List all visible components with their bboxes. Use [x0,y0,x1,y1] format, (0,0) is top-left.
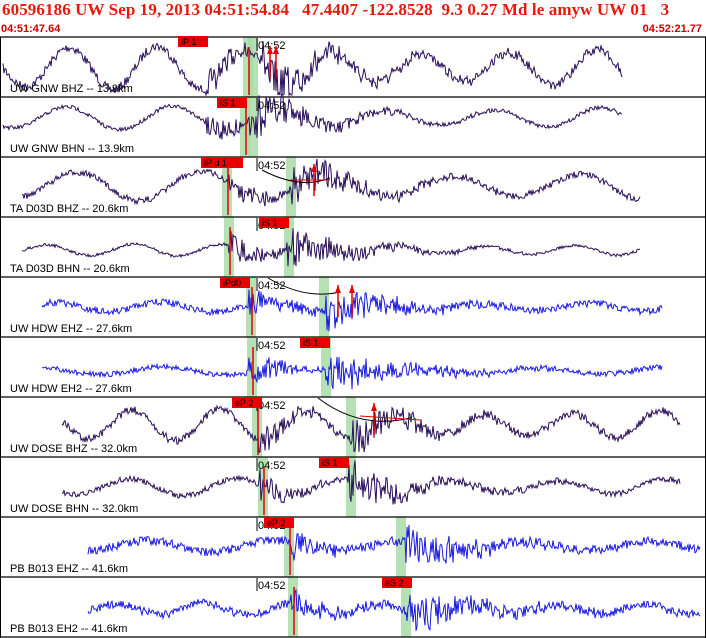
time-tick-label: 04:52 [258,580,286,592]
event-title: 60596186 UW Sep 19, 2013 04:51:54.84 47.… [2,0,670,19]
waveform-trace [41,289,663,332]
trace-channel-label: PB B013 EH2 -- 41.6km [10,623,127,635]
pick-label: eP 2 [267,518,285,528]
pick-label: eP 2 [235,398,253,408]
trace-channel-label: PB B013 EHZ -- 41.6km [10,563,128,575]
coda-marker-head [371,403,377,411]
pick-label-box[interactable] [382,577,412,588]
end-time-label: 04:52:21.77 [642,23,702,35]
p-pick-window [224,217,234,277]
s-pick-window [248,37,258,97]
s-pick-window [286,157,296,217]
pick-label-box[interactable] [217,97,247,108]
time-tick-label: 04:52 [258,400,286,412]
pick-label: iS 1 [322,458,338,468]
s-pick-window [321,337,331,397]
trace-channel-label: UW DOSE BHZ -- 32.0km [10,443,137,455]
pick-label-box[interactable] [201,157,243,168]
coda-marker-head [349,285,355,293]
s-pick-window [396,517,406,577]
pick-label: iP d 1 [204,158,227,168]
waveform-trace [87,524,701,564]
pick-label-box[interactable] [264,517,294,528]
time-tick-label: 04:52 [258,160,286,172]
waveform-trace [21,228,641,267]
pick-label: eS 2 [385,578,404,588]
time-tick-label: 04:52 [258,460,286,472]
pick-label: iS 1 [262,218,278,228]
p-pick-window [258,457,268,517]
p-pick-window [246,277,256,337]
waveform-trace [61,460,681,505]
trace-channel-label: UW GNW BHZ -- 13.9km [10,83,133,95]
s-pick-window [346,457,356,517]
s-pick-window [346,397,356,457]
pick-label: iPd0 [223,278,241,288]
time-tick-label: 04:52 [258,100,286,112]
p-pick-window [252,397,262,457]
waveform-trace [61,404,681,453]
coda-marker-head [273,46,279,54]
trace-channel-label: UW HDW EHZ -- 27.6km [10,323,132,335]
trace-channel-label: UW GNW BHN -- 13.9km [10,143,134,155]
waveform-trace [2,91,623,140]
p-pick-window [222,157,232,217]
waveform-trace [87,588,701,631]
start-time-label: 04:51:47.64 [1,23,61,35]
pick-label-box[interactable] [259,217,289,228]
waveform-trace [2,40,623,97]
coda-fit-line [359,415,421,421]
waveform-trace [41,356,663,390]
s-pick-window [401,577,411,637]
coda-decay-curve [317,397,411,422]
time-tick-label: 04:52 [258,340,286,352]
coda-decay-curve [267,277,341,295]
s-pick-window [248,97,258,157]
coda-marker-head [335,285,341,293]
coda-marker-head [311,164,317,172]
coda-marker-head [267,46,273,54]
p-pick-window [247,337,257,397]
pick-label: iS 1 [303,338,319,348]
s-pick-window [319,277,329,337]
pick-label-box[interactable] [220,277,250,288]
p-pick-window [240,97,250,157]
waveform-trace [21,158,641,207]
trace-channel-label: TA D03D BHZ -- 20.6km [10,203,128,215]
trace-channel-label: TA D03D BHN -- 20.6km [10,263,130,275]
pick-label-box[interactable] [178,36,208,47]
time-tick-label: 04:52 [258,40,286,52]
pick-label: iS 1 [220,98,236,108]
pick-label-box[interactable] [300,337,330,348]
pick-label-box[interactable] [232,397,262,408]
trace-channel-label: UW DOSE BHN -- 32.0km [10,503,138,515]
time-tick-label: 04:52 [258,280,286,292]
trace-channel-label: UW HDW EH2 -- 27.6km [10,383,132,395]
pick-label: iP 1 [181,37,196,47]
p-pick-window [284,517,294,577]
pick-label-box[interactable] [319,457,349,468]
